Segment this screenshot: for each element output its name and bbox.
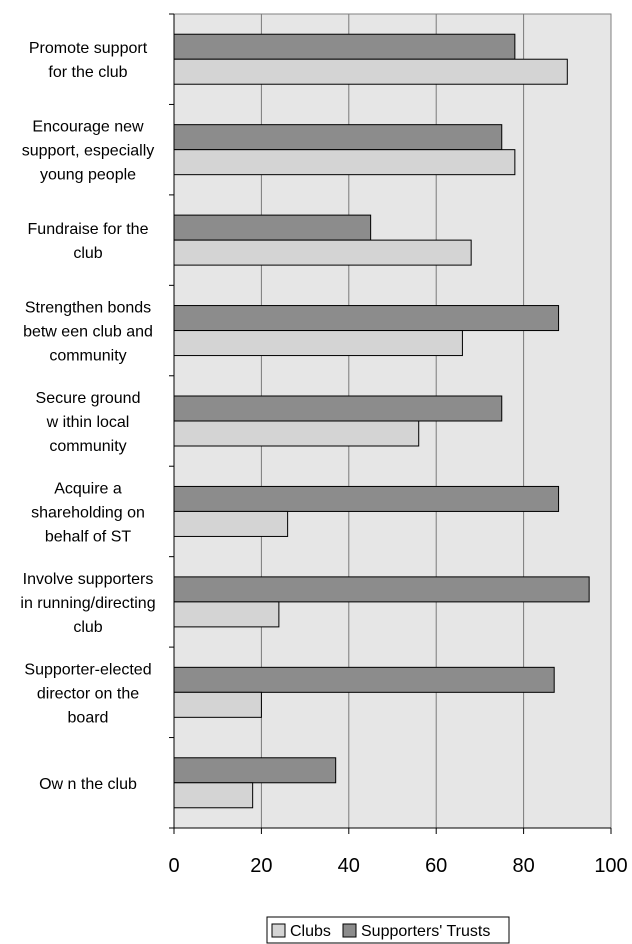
category-label-line: Fundraise for the xyxy=(28,221,149,238)
category-label-line: community xyxy=(49,348,126,365)
category-label-line: betw een club and xyxy=(23,324,153,341)
x-tick-label-80: 80 xyxy=(512,855,534,877)
bar-clubs-1 xyxy=(173,149,516,176)
bar-supporters-trusts-4 xyxy=(173,395,503,422)
bar-clubs-0 xyxy=(173,58,568,85)
category-label-line: shareholding on xyxy=(31,504,145,521)
tick-labels: 0 20 40 60 80 100 xyxy=(168,855,627,877)
category-label-line: Acquire a xyxy=(54,480,122,497)
legend-label-supporters-trusts: Supporters' Trusts xyxy=(361,923,490,940)
category-label-line: club xyxy=(73,245,102,262)
bars xyxy=(173,33,590,809)
legend-swatch-clubs xyxy=(271,923,286,938)
category-label-line: club xyxy=(73,619,102,636)
bar-clubs-3 xyxy=(173,330,463,357)
category-label-3: Strengthen bonds betw een club and communi… xyxy=(23,300,153,365)
legend-swatch-supporters-trusts xyxy=(342,923,357,938)
category-label-line: director on the xyxy=(37,685,139,702)
bar-clubs-8 xyxy=(173,782,254,809)
category-label-0: Promote support for the club xyxy=(29,40,148,81)
category-label-2: Fundraise for the club xyxy=(28,221,149,262)
category-label-4: Secure ground w ithin local community xyxy=(36,390,141,455)
category-label-line: Secure ground xyxy=(36,390,141,407)
x-tick-label-60: 60 xyxy=(425,855,447,877)
category-label-line: w ithin local xyxy=(46,414,130,431)
bar-supporters-trusts-2 xyxy=(173,214,372,241)
bar-clubs-4 xyxy=(173,420,420,447)
category-label-line: Promote support xyxy=(29,40,148,57)
bar-supporters-trusts-6 xyxy=(173,576,590,603)
category-label-line: Involve supporters xyxy=(23,571,154,588)
category-labels: Promote support for the club Encourage new… xyxy=(20,40,155,793)
category-label-8: Ow n the club xyxy=(39,776,137,793)
bar-supporters-trusts-7 xyxy=(173,666,555,693)
x-tick-label-100: 100 xyxy=(594,855,627,877)
bar-supporters-trusts-3 xyxy=(173,305,560,332)
category-label-6: Involve supporters in running/directing cl… xyxy=(20,571,155,636)
category-label-line: Encourage new xyxy=(32,119,144,136)
bar-clubs-6 xyxy=(173,601,280,628)
bar-supporters-trusts-8 xyxy=(173,757,337,784)
category-label-line: Supporter-elected xyxy=(24,661,151,678)
category-label-1: Encourage new support, especially young pe… xyxy=(22,119,155,184)
bar-clubs-7 xyxy=(173,691,262,718)
category-label-line: behalf of ST xyxy=(45,528,132,545)
bar-supporters-trusts-0 xyxy=(173,33,516,60)
axes xyxy=(169,13,612,834)
category-label-5: Acquire a shareholding on behalf of ST xyxy=(31,480,145,545)
category-label-line: community xyxy=(49,438,126,455)
legend-box xyxy=(266,916,510,944)
x-tick-label-20: 20 xyxy=(250,855,272,877)
legend-label-clubs: Clubs xyxy=(290,923,331,940)
bar-clubs-5 xyxy=(173,510,289,537)
x-tick-label-0: 0 xyxy=(168,855,179,877)
bar-supporters-trusts-5 xyxy=(173,485,560,512)
category-label-line: for the club xyxy=(48,64,127,81)
category-label-line: young people xyxy=(40,167,136,184)
category-label-7: Supporter-elected director on the board xyxy=(24,661,151,726)
legend: Clubs Supporters' Trusts xyxy=(266,916,510,944)
category-label-line: Ow n the club xyxy=(39,776,137,793)
category-label-line: support, especially xyxy=(22,143,155,160)
category-label-line: Strengthen bonds xyxy=(25,300,151,317)
bar-clubs-2 xyxy=(173,239,472,266)
category-label-line: board xyxy=(68,709,109,726)
x-tick-label-40: 40 xyxy=(338,855,360,877)
category-label-line: in running/directing xyxy=(20,595,155,612)
bar-supporters-trusts-1 xyxy=(173,124,503,151)
